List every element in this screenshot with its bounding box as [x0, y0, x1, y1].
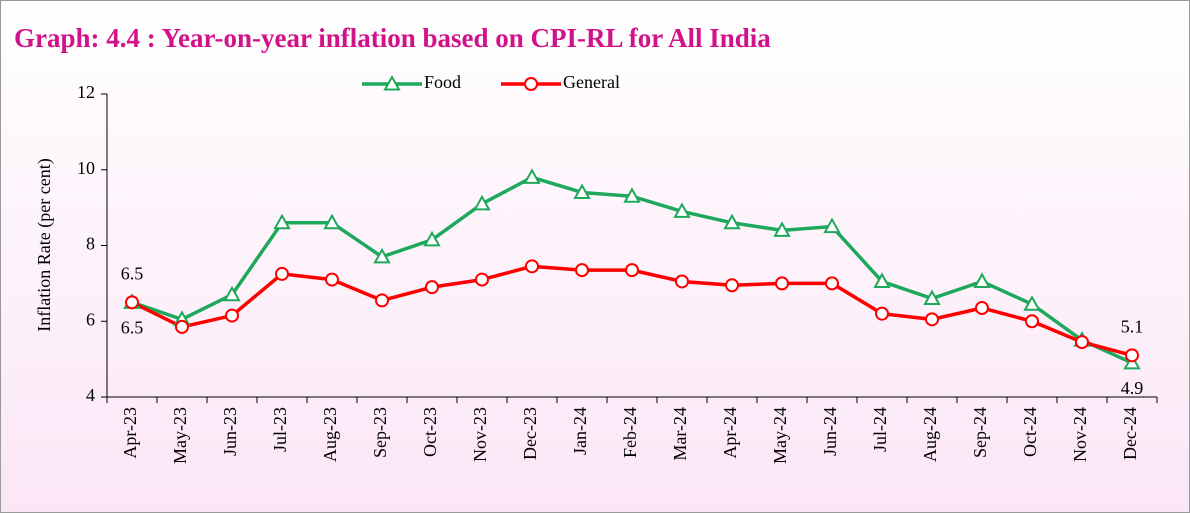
x-tick-label: Nov-24 [1070, 407, 1090, 462]
marker [975, 300, 989, 315]
marker [273, 213, 291, 230]
marker [225, 308, 239, 323]
marker [675, 274, 689, 289]
x-tick-label: May-23 [170, 407, 190, 464]
marker [473, 194, 491, 211]
x-tick-label: Aug-24 [920, 407, 940, 462]
y-tick-label: 10 [77, 158, 95, 178]
x-tick-label: Jul-24 [870, 407, 890, 452]
marker [1075, 335, 1089, 350]
marker [425, 280, 439, 295]
marker [575, 263, 589, 278]
marker [875, 306, 889, 321]
legend-label: Food [424, 72, 461, 92]
marker [375, 293, 389, 308]
legend-label: General [563, 72, 620, 92]
marker [275, 266, 289, 281]
marker [125, 295, 139, 310]
x-tick-label: Mar-24 [670, 407, 690, 461]
marker [923, 289, 941, 306]
marker [525, 259, 539, 274]
marker [325, 272, 339, 287]
marker [925, 312, 939, 327]
marker [524, 77, 539, 91]
x-tick-label: Apr-23 [120, 407, 140, 459]
marker [673, 202, 691, 218]
data-label: 6.5 [121, 317, 144, 337]
marker [823, 217, 841, 234]
x-tick-label: Jan-24 [570, 407, 590, 455]
chart-title: Graph: 4.4 : Year-on-year inflation base… [14, 23, 771, 53]
y-tick-label: 4 [86, 385, 95, 405]
marker [623, 187, 641, 203]
x-tick-label: Nov-23 [470, 407, 490, 462]
data-label: 5.1 [1121, 316, 1144, 336]
x-tick-label: Dec-24 [1120, 407, 1140, 460]
marker [625, 263, 639, 278]
y-tick-label: 12 [77, 82, 95, 102]
x-tick-label: Aug-23 [320, 407, 340, 462]
marker [873, 272, 891, 288]
y-tick-label: 8 [86, 234, 95, 254]
marker [723, 213, 741, 230]
marker [1023, 295, 1041, 311]
marker [725, 278, 739, 293]
x-tick-label: May-24 [770, 407, 790, 464]
x-tick-label: Jun-24 [820, 407, 840, 456]
marker [1125, 348, 1139, 363]
x-tick-label: Jun-23 [220, 407, 240, 456]
marker [323, 213, 341, 230]
marker [825, 276, 839, 291]
marker [973, 272, 991, 288]
legend: Food General [362, 72, 620, 92]
marker [775, 276, 789, 291]
marker [373, 247, 391, 264]
x-tick-label: Jul-23 [270, 407, 290, 452]
x-tick-label: Oct-23 [420, 407, 440, 457]
x-tick-label: Apr-24 [720, 407, 740, 459]
x-tick-label: Dec-23 [520, 407, 540, 460]
x-tick-label: Sep-24 [970, 407, 990, 458]
marker [383, 74, 401, 91]
marker [423, 230, 441, 247]
x-tick-label: Sep-23 [370, 407, 390, 458]
x-tick-label: Feb-24 [620, 407, 640, 458]
marker [773, 221, 791, 237]
y-tick-label: 6 [86, 309, 95, 329]
marker [475, 272, 489, 287]
marker [523, 168, 541, 184]
marker [223, 285, 241, 302]
x-tick-label: Oct-24 [1020, 407, 1040, 457]
marker [573, 183, 591, 199]
marker [175, 319, 189, 334]
y-axis-label: Inflation Rate (per cent) [34, 158, 55, 331]
marker [1025, 314, 1039, 329]
data-label: 6.5 [121, 263, 144, 283]
data-label: 4.9 [1121, 378, 1144, 398]
